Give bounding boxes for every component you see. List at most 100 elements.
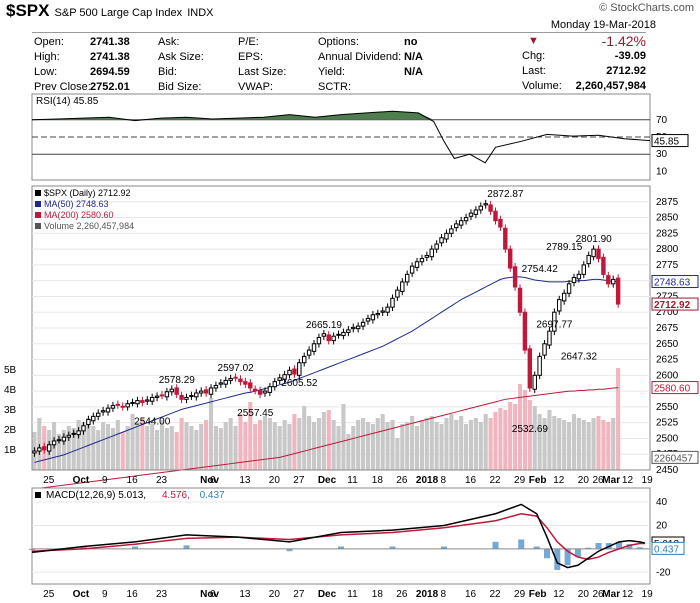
candle-body xyxy=(120,405,125,408)
price-tick-label: 2525 xyxy=(656,418,679,429)
x-axis-label: 27 xyxy=(293,475,305,486)
price-right-box xyxy=(651,297,699,311)
x-axis-label: Feb xyxy=(529,589,547,600)
volume-tick-label: 3B xyxy=(4,405,17,416)
volume-bar xyxy=(468,420,474,470)
x-axis-label: 18 xyxy=(372,475,384,486)
volume-bar xyxy=(419,420,424,470)
volume-bar xyxy=(356,420,361,470)
volume-bar xyxy=(302,406,307,470)
volume-bar xyxy=(287,424,292,470)
quote-row: Chg: -39.09 xyxy=(522,50,646,62)
volume-bar xyxy=(37,418,42,470)
rsi-tick-label: 30 xyxy=(656,149,668,160)
candle-body xyxy=(311,343,317,352)
volume-bar xyxy=(155,430,160,470)
volume-bar xyxy=(459,416,464,470)
price-right-box xyxy=(651,450,699,464)
price-tick-label: 2700 xyxy=(656,307,679,318)
candle-body xyxy=(444,232,449,240)
candle-body xyxy=(498,218,503,228)
candle-body xyxy=(458,220,464,226)
symbol: $SPX xyxy=(6,1,50,20)
volume-icon xyxy=(35,223,41,229)
candle-body xyxy=(395,289,400,298)
volume-bar xyxy=(532,406,537,470)
macd-right-label: 0.437 xyxy=(654,544,679,555)
candle-body xyxy=(228,377,233,381)
price-tick-label: 2725 xyxy=(656,291,679,302)
candle-body xyxy=(91,415,96,422)
price-tick-label: 2500 xyxy=(656,433,679,444)
volume-tick-label: 2B xyxy=(4,425,17,436)
x-axis-label: 16 xyxy=(127,475,139,486)
price-right-label: 2712.92 xyxy=(654,300,691,311)
quote-row: Yield: N/A xyxy=(318,66,423,78)
price-legend-entry: $SPX (Daily) 2712.92 xyxy=(44,188,131,198)
volume-bar xyxy=(262,416,268,470)
volume-bar xyxy=(375,418,380,470)
candle-body xyxy=(272,381,278,388)
candle-body xyxy=(145,399,150,402)
macd-histogram-bar xyxy=(533,546,540,549)
macd-signal-line xyxy=(31,512,645,561)
candle-body xyxy=(341,331,346,337)
volume-bar xyxy=(498,408,503,470)
candle-body xyxy=(198,390,204,394)
macd-histogram-bar xyxy=(518,539,525,549)
volume-bar xyxy=(527,400,532,470)
candle-body xyxy=(135,400,140,405)
candle-body xyxy=(439,237,444,244)
price-annotation: 2872.87 xyxy=(487,189,524,200)
macd-histogram-bar xyxy=(585,547,592,549)
candle-body xyxy=(493,210,498,222)
candle-body xyxy=(71,432,76,435)
volume-bar xyxy=(120,432,125,470)
x-axis-label: 6 xyxy=(210,475,216,486)
volume-bar xyxy=(454,420,459,470)
candle-body xyxy=(179,395,184,400)
volume-bar xyxy=(434,422,439,470)
volume-bar xyxy=(390,420,395,470)
volume-bar xyxy=(228,418,233,470)
price-right-box xyxy=(651,381,699,395)
macd-histogram-bar xyxy=(595,543,602,549)
price-annotation: 2557.45 xyxy=(237,408,274,419)
macd-histogram-bar xyxy=(626,544,633,549)
quote-row: High: 2741.38 xyxy=(34,51,130,63)
volume-bar xyxy=(174,432,179,470)
exchange: INDX xyxy=(187,7,214,19)
candle-body xyxy=(130,401,135,404)
volume-bar xyxy=(169,426,174,470)
candle-body xyxy=(552,311,557,332)
x-axis-label: 18 xyxy=(372,589,384,600)
volume-bar xyxy=(444,418,449,470)
volume-bar xyxy=(272,422,277,470)
volume-bar xyxy=(243,422,248,470)
candle-body xyxy=(262,390,268,394)
x-axis-label: 6 xyxy=(210,589,216,600)
x-axis-label: Mar xyxy=(602,475,620,486)
volume-tick-label: 1B xyxy=(4,445,17,456)
candle-body xyxy=(37,447,42,452)
pct-change: -1.42% xyxy=(601,33,646,49)
macd-tick-label: 40 xyxy=(656,497,668,508)
volume-bar xyxy=(307,416,312,470)
candle-body xyxy=(581,264,587,275)
candle-body xyxy=(81,425,86,432)
volume-bar xyxy=(400,424,405,470)
volume-bar xyxy=(115,420,120,470)
quote-row: Volume: 2,260,457,984 xyxy=(522,80,646,92)
x-axis-label: 20 xyxy=(578,475,590,486)
candle-body xyxy=(61,436,67,442)
candle-body xyxy=(566,283,572,294)
candle-body xyxy=(159,394,165,397)
volume-bar xyxy=(429,416,434,470)
quote-row: Prev Close: 2752.01 xyxy=(34,81,130,93)
quote-row: Last: 2712.92 xyxy=(522,65,646,77)
macd-histogram-bar xyxy=(183,545,190,549)
price-annotation: 2597.02 xyxy=(218,363,255,374)
watermark: © StockCharts.com xyxy=(599,2,694,14)
